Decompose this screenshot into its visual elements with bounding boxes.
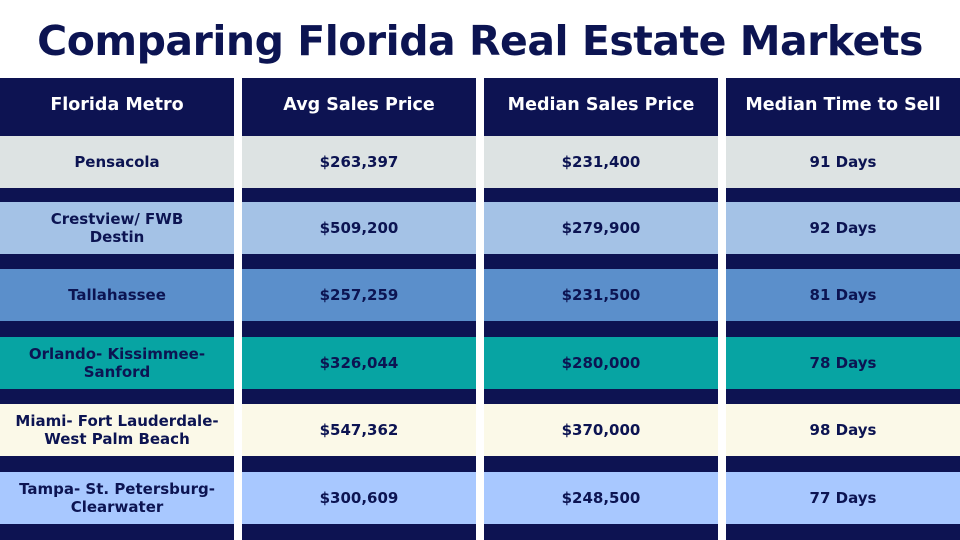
metro-cell: Crestview/ FWB Destin — [50, 210, 184, 246]
metro-cell: Orlando- Kissimmee- Sanford — [28, 345, 206, 381]
metro-cell: Tallahassee — [68, 286, 166, 304]
column-divider — [234, 78, 242, 540]
median-price-cell: $248,500 — [561, 489, 641, 507]
median-price-cell: $280,000 — [561, 354, 641, 372]
market-comparison-table: Florida Metro Avg Sales Price Median Sal… — [0, 78, 960, 540]
avg-price-cell: $509,200 — [319, 219, 399, 237]
header-florida-metro: Florida Metro — [50, 95, 184, 115]
avg-price-cell: $547,362 — [319, 421, 399, 439]
time-to-sell-cell: 98 Days — [809, 421, 877, 439]
column-divider — [476, 78, 484, 540]
time-to-sell-cell: 91 Days — [809, 153, 877, 171]
page-title: Comparing Florida Real Estate Markets — [37, 17, 923, 65]
median-price-cell: $231,500 — [561, 286, 641, 304]
header-avg-sales-price: Avg Sales Price — [283, 95, 435, 115]
avg-price-cell: $257,259 — [319, 286, 399, 304]
avg-price-cell: $326,044 — [319, 354, 399, 372]
header-median-time-to-sell: Median Time to Sell — [745, 95, 941, 115]
header-median-sales-price: Median Sales Price — [507, 95, 695, 115]
time-to-sell-cell: 77 Days — [809, 489, 877, 507]
avg-price-cell: $263,397 — [319, 153, 399, 171]
avg-price-cell: $300,609 — [319, 489, 399, 507]
metro-cell: Pensacola — [74, 153, 160, 171]
median-price-cell: $231,400 — [561, 153, 641, 171]
median-price-cell: $370,000 — [561, 421, 641, 439]
metro-cell: Tampa- St. Petersburg- Clearwater — [19, 480, 215, 516]
time-to-sell-cell: 78 Days — [809, 354, 877, 372]
time-to-sell-cell: 92 Days — [809, 219, 877, 237]
median-price-cell: $279,900 — [561, 219, 641, 237]
time-to-sell-cell: 81 Days — [809, 286, 877, 304]
column-divider — [718, 78, 726, 540]
metro-cell: Miami- Fort Lauderdale- West Palm Beach — [15, 412, 219, 448]
